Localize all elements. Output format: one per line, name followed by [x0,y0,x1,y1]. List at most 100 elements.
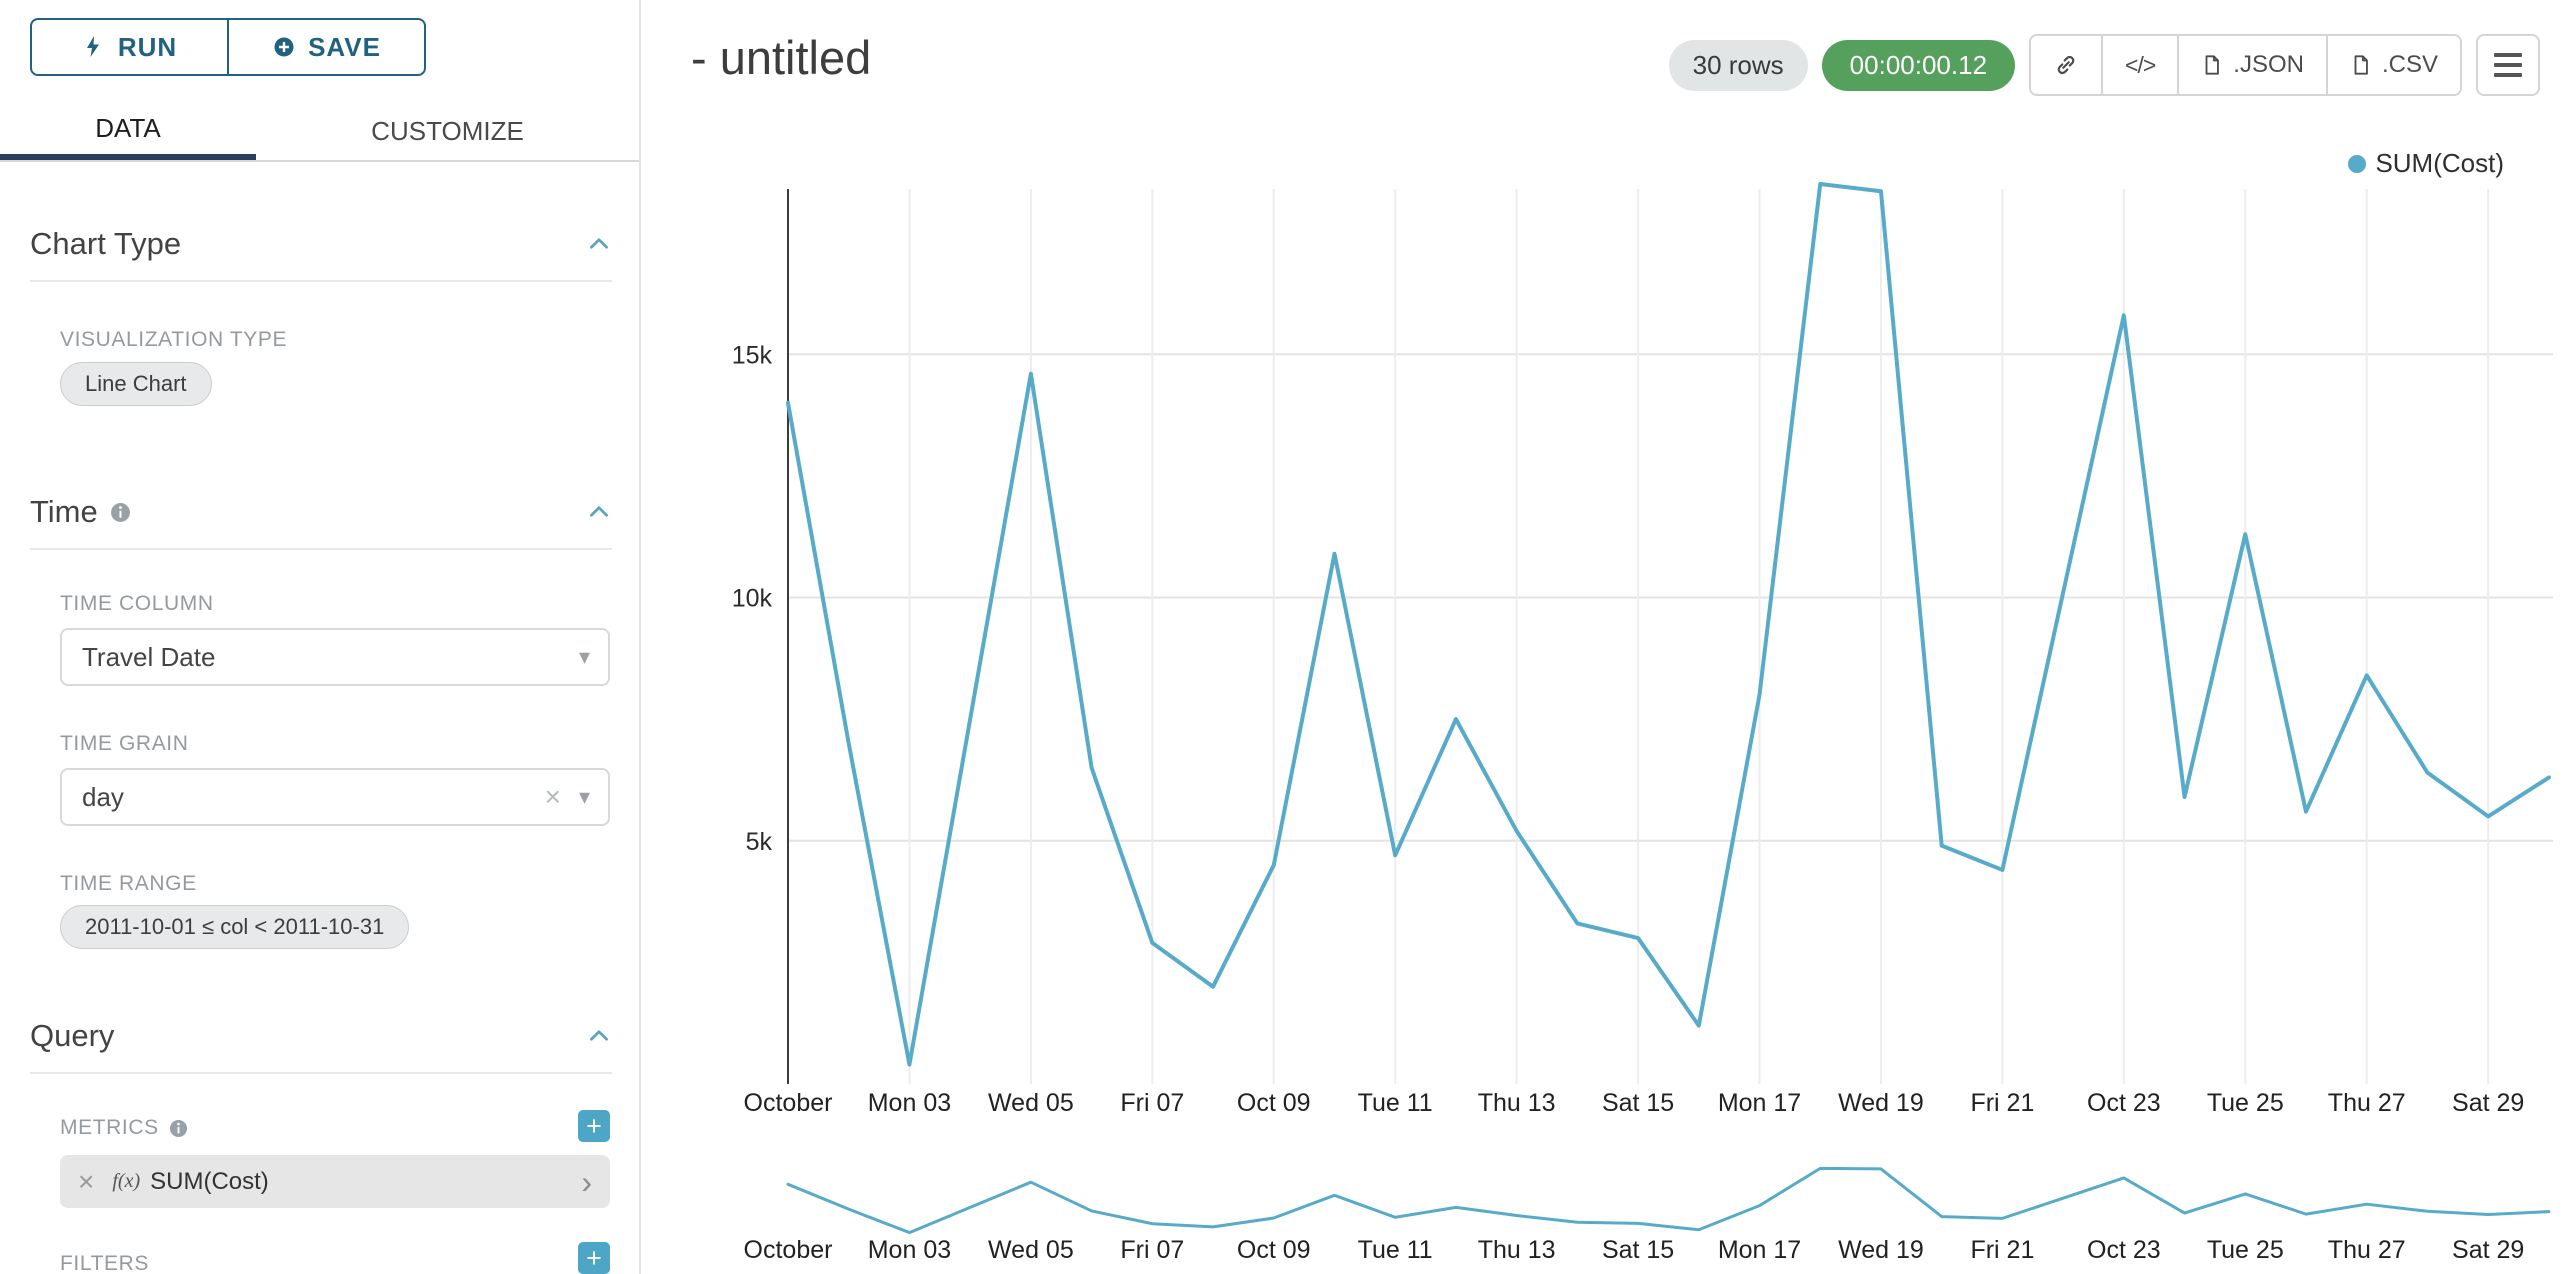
metric-value: SUM(Cost) [150,1167,269,1195]
plus-icon: + [586,1242,602,1273]
divider [30,280,612,282]
legend-dot-icon [2348,154,2367,173]
legend-item[interactable]: SUM(Cost) [2348,148,2504,179]
time-column-value: Travel Date [82,641,216,672]
code-icon: </> [2125,51,2156,78]
section-chart-type: Chart Type [30,226,612,262]
svg-text:Tue 11: Tue 11 [1358,1089,1433,1117]
hamburger-icon [2494,53,2522,57]
svg-text:5k: 5k [746,828,773,856]
svg-text:Mon 17: Mon 17 [1718,1236,1801,1264]
section-title: Time [30,494,98,529]
svg-text:Mon 17: Mon 17 [1718,1089,1801,1117]
svg-text:10k: 10k [732,585,773,613]
svg-text:Sat 29: Sat 29 [2452,1236,2524,1264]
chevron-right-icon[interactable]: › [581,1163,592,1200]
section-time: Time [30,494,612,530]
filters-label: FILTERS [60,1252,149,1274]
svg-text:Wed 19: Wed 19 [1838,1236,1924,1264]
svg-text:Fri 21: Fri 21 [1970,1236,2034,1264]
svg-text:Sat 15: Sat 15 [1602,1236,1674,1264]
svg-text:October: October [744,1089,833,1117]
add-metric-button[interactable]: + [578,1110,610,1142]
svg-text:Sat 29: Sat 29 [2452,1089,2524,1117]
time-grain-label: TIME GRAIN [60,732,189,755]
export-button-group: </> .JSON .CSV [2029,34,2462,96]
view-query-button[interactable]: </> [2101,36,2178,94]
query-actions: RUN SAVE [30,18,426,76]
sidebar-tabs: DATA CUSTOMIZE [0,102,639,162]
svg-text:Fri 07: Fri 07 [1120,1089,1184,1117]
section-query: Query [30,1018,612,1054]
chevron-up-icon[interactable] [586,499,612,525]
tab-data[interactable]: DATA [0,102,256,160]
run-label: RUN [117,31,178,62]
section-title: Chart Type [30,226,182,261]
plus-circle-icon [274,37,294,57]
save-button[interactable]: SAVE [228,18,426,76]
legend-label: SUM(Cost) [2375,148,2504,178]
svg-text:Wed 05: Wed 05 [988,1236,1074,1264]
export-csv-button[interactable]: .CSV [2325,36,2460,94]
caret-down-icon[interactable]: ▾ [578,644,590,669]
chart-panel: - untitled 30 rows 00:00:00.12 </> .JSON [643,0,2576,1274]
function-icon: f(x) [112,1170,141,1192]
svg-text:Oct 09: Oct 09 [1237,1236,1311,1264]
data-panel: Chart Type VISUALIZATION TYPE Line Chart… [0,164,639,1274]
add-filter-button[interactable]: + [578,1242,610,1274]
export-json-button[interactable]: .JSON [2177,36,2326,94]
svg-text:Oct 23: Oct 23 [2087,1089,2161,1117]
time-column-label: TIME COLUMN [60,592,214,615]
query-timer-badge: 00:00:00.12 [1821,39,2016,91]
time-range-value: 2011-10-01 ≤ col < 2011-10-31 [85,914,385,939]
viz-type-label: VISUALIZATION TYPE [60,328,288,351]
range-brush-chart[interactable]: October Mon 03 Wed 05 Fri 07 Oct 09 Tue 11 Thu… [701,1130,2561,1274]
svg-text:Tue 25: Tue 25 [2207,1089,2284,1117]
time-range-pill[interactable]: 2011-10-01 ≤ col < 2011-10-31 [60,905,410,949]
svg-text:Thu 13: Thu 13 [1478,1236,1556,1264]
svg-text:Oct 23: Oct 23 [2087,1236,2161,1264]
save-label: SAVE [308,31,381,62]
divider [30,1072,612,1074]
short-link-button[interactable] [2031,36,2102,94]
svg-text:Thu 13: Thu 13 [1478,1089,1556,1117]
svg-text:Fri 21: Fri 21 [1970,1089,2034,1117]
time-grain-select[interactable]: day × ▾ [60,768,610,826]
chart-title[interactable]: - untitled [691,31,872,84]
svg-text:Thu 27: Thu 27 [2328,1236,2406,1264]
plus-icon: + [586,1110,602,1141]
metric-pill[interactable]: × f(x) SUM(Cost) › [60,1155,610,1208]
svg-text:Oct 09: Oct 09 [1237,1089,1311,1117]
run-button[interactable]: RUN [30,18,228,76]
svg-text:Tue 11: Tue 11 [1358,1236,1433,1264]
file-icon [2205,55,2220,75]
svg-text:Thu 27: Thu 27 [2328,1089,2406,1117]
metrics-label: METRICS [60,1116,188,1140]
info-icon [169,1119,187,1137]
line-chart[interactable]: 5k 10k 15k October Mon 03 Wed 05 Fri 07 Oct 09 T… [701,175,2561,1135]
link-icon [2057,55,2075,75]
tab-customize[interactable]: CUSTOMIZE [371,115,524,146]
divider [30,548,612,550]
time-range-label: TIME RANGE [60,872,197,895]
clear-icon[interactable]: × [544,781,561,812]
chevron-up-icon[interactable] [586,231,612,257]
svg-text:15k: 15k [732,341,773,369]
viz-type-pill[interactable]: Line Chart [60,362,212,406]
svg-text:Wed 05: Wed 05 [988,1089,1074,1117]
svg-text:Mon 03: Mon 03 [868,1236,951,1264]
svg-text:Fri 07: Fri 07 [1120,1236,1184,1264]
menu-button[interactable] [2476,34,2540,96]
row-count-badge: 30 rows [1668,39,1808,91]
remove-metric-icon[interactable]: × [78,1165,95,1197]
svg-text:Mon 03: Mon 03 [868,1089,951,1117]
time-column-select[interactable]: Travel Date ▾ [60,628,610,686]
caret-down-icon[interactable]: ▾ [578,784,590,809]
time-grain-value: day [82,781,124,812]
chart-header-actions: 30 rows 00:00:00.12 </> .JSON [1668,34,2540,96]
bolt-icon [86,36,99,57]
svg-text:Sat 15: Sat 15 [1602,1089,1674,1117]
explore-sidebar: RUN SAVE DATA CUSTOMIZE Chart Type VISUA… [0,0,641,1274]
info-icon [110,502,130,522]
chevron-up-icon[interactable] [586,1023,612,1049]
